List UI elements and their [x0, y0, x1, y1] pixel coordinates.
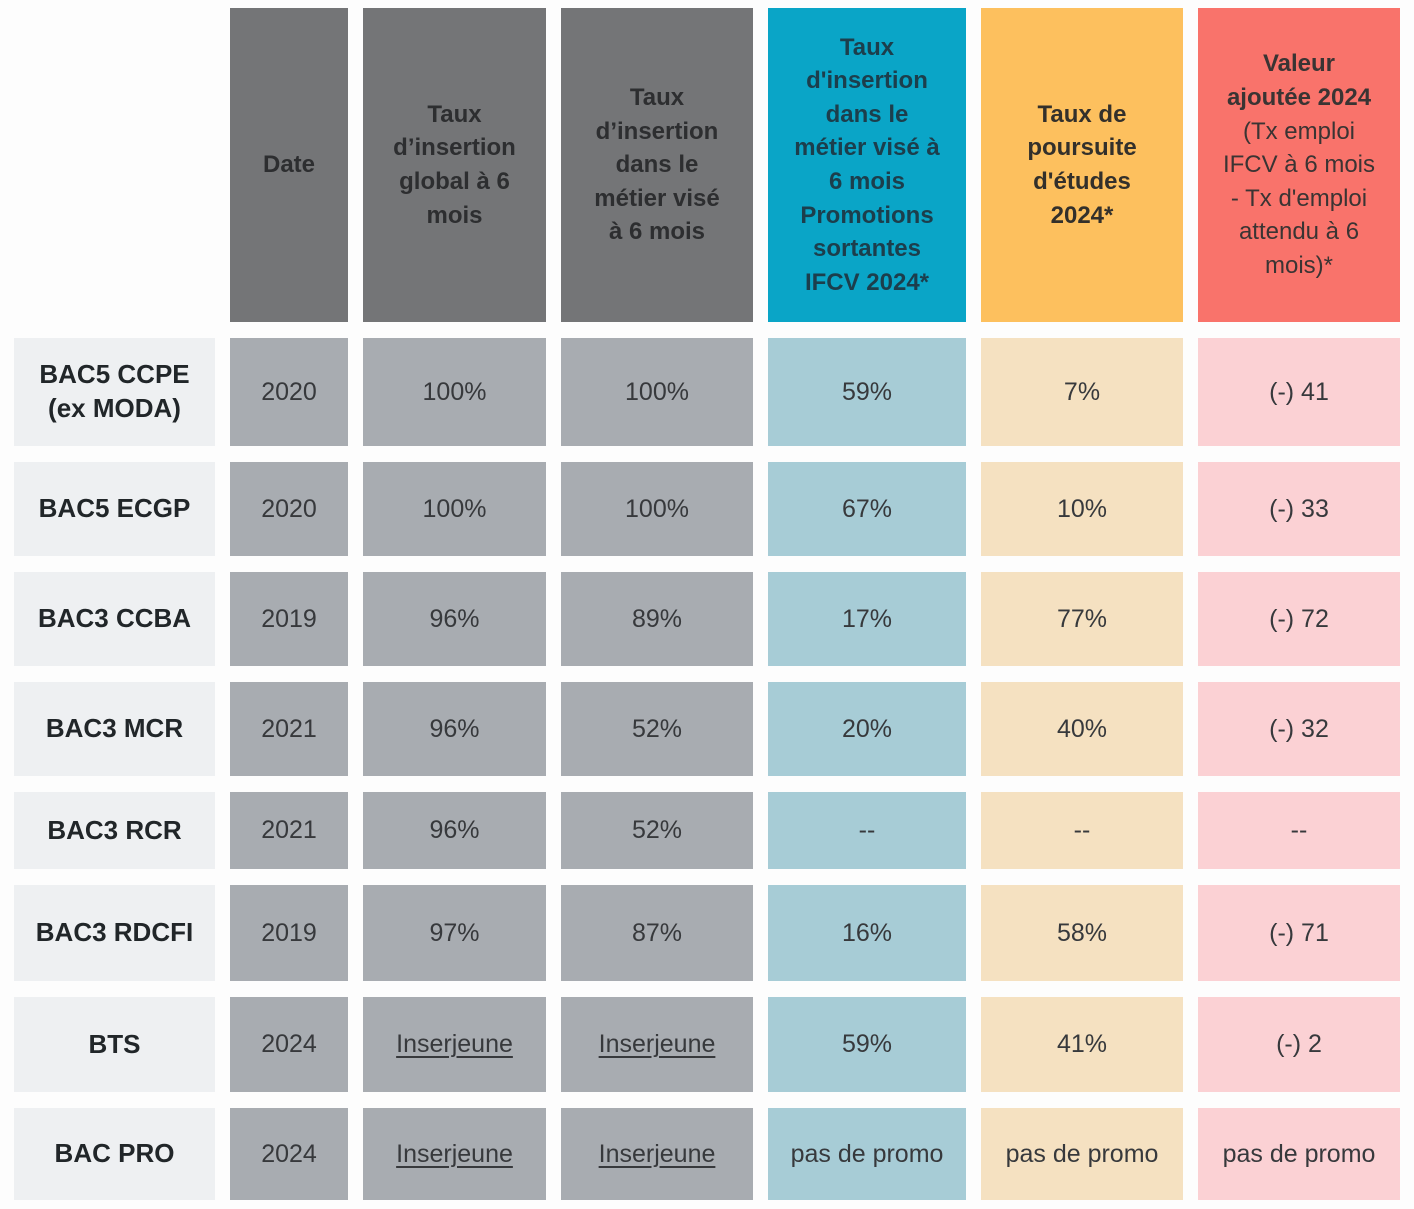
cell-ifcv: 17%: [768, 572, 966, 666]
cell-date: 2024: [230, 1108, 348, 1200]
cell-valeur: (-) 33: [1198, 462, 1400, 556]
cell-valeur: (-) 71: [1198, 885, 1400, 981]
cell-metier: 100%: [561, 462, 753, 556]
cell-metier: 87%: [561, 885, 753, 981]
cell-poursuite: 40%: [981, 682, 1183, 776]
row-label: BAC3 RDCFI: [14, 885, 215, 981]
cell-ifcv: 59%: [768, 997, 966, 1092]
header-taux-global: Taux d’insertion global à 6 mois: [363, 8, 546, 322]
cell-global: 96%: [363, 572, 546, 666]
row-label: BTS: [14, 997, 215, 1092]
inserjeune-link[interactable]: Inserjeune: [598, 1139, 716, 1168]
row-label: BAC5 ECGP: [14, 462, 215, 556]
row-label: BAC3 MCR: [14, 682, 215, 776]
cell-global: 100%: [363, 462, 546, 556]
inserjeune-link[interactable]: Inserjeune: [598, 1030, 716, 1059]
cell-date: 2020: [230, 462, 348, 556]
cell-metier: 52%: [561, 792, 753, 869]
cell-global: 96%: [363, 682, 546, 776]
cell-metier: Inserjeune: [561, 1108, 753, 1200]
cell-metier: 100%: [561, 338, 753, 446]
cell-valeur: (-) 72: [1198, 572, 1400, 666]
cell-date: 2024: [230, 997, 348, 1092]
header-date: Date: [230, 8, 348, 322]
cell-poursuite: 10%: [981, 462, 1183, 556]
cell-ifcv: pas de promo: [768, 1108, 966, 1200]
cell-global: 97%: [363, 885, 546, 981]
cell-valeur: --: [1198, 792, 1400, 869]
cell-date: 2021: [230, 792, 348, 869]
header-taux-metier: Taux d’insertion dans le métier visé à 6…: [561, 8, 753, 322]
inserjeune-link[interactable]: Inserjeune: [396, 1030, 513, 1059]
cell-ifcv: 20%: [768, 682, 966, 776]
header-taux-poursuite: Taux de poursuite d'études 2024*: [981, 8, 1183, 322]
cell-global: Inserjeune: [363, 997, 546, 1092]
row-label: BAC5 CCPE (ex MODA): [14, 338, 215, 446]
row-label: BAC3 CCBA: [14, 572, 215, 666]
cell-global: 96%: [363, 792, 546, 869]
cell-metier: 89%: [561, 572, 753, 666]
header-valeur-ajoutee: Valeur ajoutée 2024 (Tx emploi IFCV à 6 …: [1198, 8, 1400, 322]
cell-metier: Inserjeune: [561, 997, 753, 1092]
cell-ifcv: --: [768, 792, 966, 869]
cell-global: Inserjeune: [363, 1108, 546, 1200]
cell-poursuite: pas de promo: [981, 1108, 1183, 1200]
row-label: BAC PRO: [14, 1108, 215, 1200]
cell-global: 100%: [363, 338, 546, 446]
cell-poursuite: 7%: [981, 338, 1183, 446]
table-corner-spacer: [14, 8, 215, 322]
cell-metier: 52%: [561, 682, 753, 776]
cell-date: 2021: [230, 682, 348, 776]
cell-poursuite: 77%: [981, 572, 1183, 666]
header-taux-ifcv: Taux d'insertion dans le métier visé à 6…: [768, 8, 966, 322]
cell-valeur: (-) 41: [1198, 338, 1400, 446]
cell-valeur: (-) 2: [1198, 997, 1400, 1092]
cell-valeur: (-) 32: [1198, 682, 1400, 776]
header-valeur-note: (Tx emploi IFCV à 6 mois - Tx d'emploi a…: [1222, 117, 1376, 279]
inserjeune-link[interactable]: Inserjeune: [396, 1139, 513, 1168]
header-valeur-title: Valeur ajoutée 2024: [1226, 50, 1372, 112]
cell-poursuite: --: [981, 792, 1183, 869]
cell-date: 2019: [230, 572, 348, 666]
cell-valeur: pas de promo: [1198, 1108, 1400, 1200]
cell-poursuite: 41%: [981, 997, 1183, 1092]
cell-ifcv: 59%: [768, 338, 966, 446]
cell-ifcv: 16%: [768, 885, 966, 981]
cell-date: 2019: [230, 885, 348, 981]
cell-date: 2020: [230, 338, 348, 446]
cell-ifcv: 67%: [768, 462, 966, 556]
cell-poursuite: 58%: [981, 885, 1183, 981]
row-label: BAC3 RCR: [14, 792, 215, 869]
